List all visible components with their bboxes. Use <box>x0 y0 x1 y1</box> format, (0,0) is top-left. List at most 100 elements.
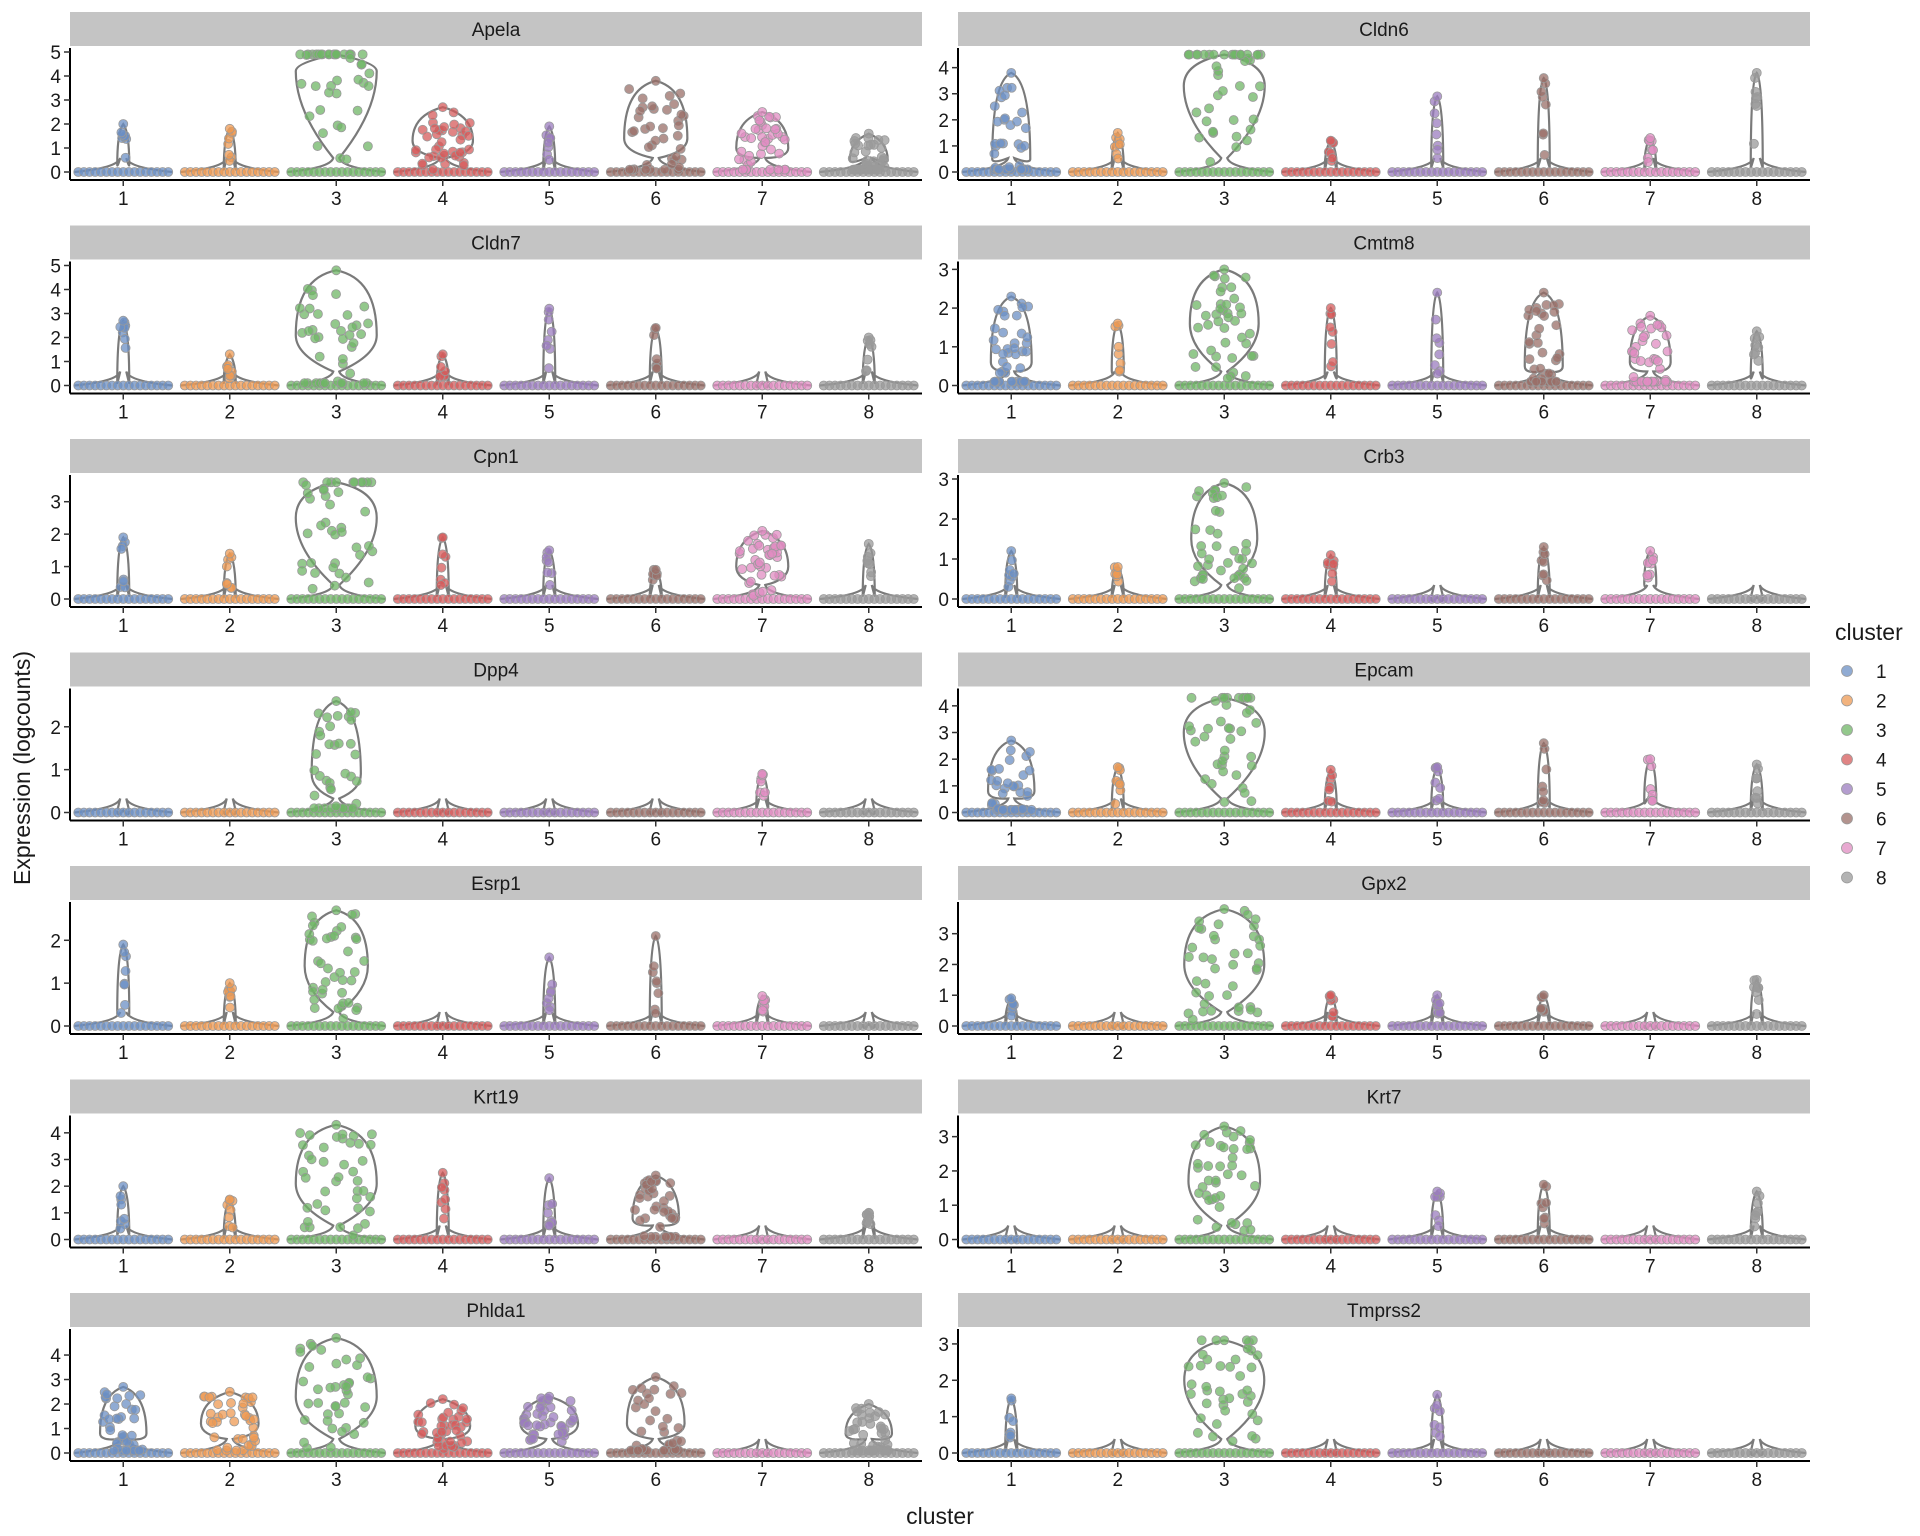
point-max <box>1432 1389 1443 1400</box>
y-tick-label: 3 <box>938 724 949 745</box>
point <box>861 160 872 171</box>
point <box>1434 998 1445 1009</box>
point <box>547 979 558 990</box>
point-max <box>1219 692 1230 703</box>
point <box>351 1005 362 1016</box>
point <box>1245 1224 1256 1235</box>
point <box>304 929 315 939</box>
point <box>458 1403 468 1414</box>
x-tick-label: 5 <box>544 403 555 424</box>
point <box>357 1155 368 1166</box>
point <box>309 765 320 776</box>
point <box>1370 594 1381 604</box>
point <box>360 1402 371 1413</box>
point <box>326 784 336 795</box>
point <box>1008 1416 1019 1427</box>
point <box>458 160 469 171</box>
point <box>331 801 341 812</box>
point <box>1327 568 1338 579</box>
point <box>376 1234 387 1245</box>
point <box>1242 1385 1253 1396</box>
legend: cluster 1 2 3 4 5 6 7 8 <box>1835 619 1903 890</box>
point <box>1214 1386 1225 1397</box>
point <box>1245 124 1256 135</box>
point <box>314 351 325 362</box>
point <box>116 1008 126 1018</box>
point <box>908 1021 919 1031</box>
point <box>589 167 600 177</box>
point <box>298 1140 308 1151</box>
point <box>849 164 860 175</box>
point <box>341 154 352 165</box>
point <box>1246 751 1257 762</box>
point <box>347 909 358 920</box>
point <box>1549 306 1560 317</box>
point <box>1009 343 1020 354</box>
point <box>1211 61 1222 72</box>
point <box>1245 1135 1255 1145</box>
point <box>992 776 1003 786</box>
point <box>1796 167 1807 177</box>
point <box>553 1429 564 1440</box>
y-tick-label: 4 <box>50 1124 61 1145</box>
point <box>1247 558 1257 569</box>
point <box>657 1421 668 1432</box>
x-tick-label: 1 <box>118 1470 129 1491</box>
point <box>672 130 683 141</box>
point <box>1231 142 1242 153</box>
point <box>338 1013 349 1024</box>
point <box>1538 128 1549 139</box>
legend-key-7 <box>1841 842 1853 854</box>
point <box>1434 793 1445 804</box>
point <box>1636 321 1647 332</box>
legend-key-1 <box>1841 665 1853 677</box>
point <box>1583 1021 1594 1031</box>
point <box>644 1393 654 1404</box>
point <box>1246 760 1257 771</box>
point <box>337 987 347 998</box>
point <box>1751 773 1762 784</box>
point <box>531 1420 542 1431</box>
point <box>295 1346 306 1357</box>
facet-title: Gpx2 <box>1361 874 1406 895</box>
point <box>1328 559 1339 569</box>
y-tick-label: 2 <box>50 931 61 952</box>
y-tick-label: 3 <box>50 91 61 112</box>
point <box>1242 948 1253 959</box>
point <box>1191 107 1202 118</box>
x-tick-label: 3 <box>331 616 342 637</box>
point <box>1429 108 1440 119</box>
point <box>1246 351 1257 361</box>
point <box>1208 930 1219 941</box>
point <box>1008 568 1019 579</box>
point <box>1239 787 1250 798</box>
point <box>1157 167 1168 177</box>
point <box>1432 368 1443 379</box>
x-tick-label: 8 <box>1751 189 1762 210</box>
point <box>318 1156 329 1167</box>
point <box>436 562 447 573</box>
point-max <box>1219 264 1230 275</box>
x-tick-label: 6 <box>650 830 661 851</box>
point <box>209 1432 220 1443</box>
point <box>1648 555 1658 566</box>
point <box>320 1186 331 1197</box>
facet-strip <box>958 12 1810 46</box>
point <box>1531 376 1542 387</box>
point-max <box>1751 67 1762 78</box>
point <box>163 167 174 177</box>
point <box>1749 1221 1760 1232</box>
point <box>862 552 873 562</box>
point <box>339 1159 349 1170</box>
facet-strip <box>70 225 922 260</box>
point <box>1242 909 1253 920</box>
point <box>1194 486 1204 496</box>
point-max <box>650 1372 661 1382</box>
point-max <box>1751 326 1762 337</box>
point <box>1434 1422 1445 1433</box>
point <box>802 1234 813 1245</box>
point <box>1551 376 1562 387</box>
point <box>482 594 493 604</box>
y-tick-label: 0 <box>938 590 949 611</box>
point <box>335 967 345 978</box>
